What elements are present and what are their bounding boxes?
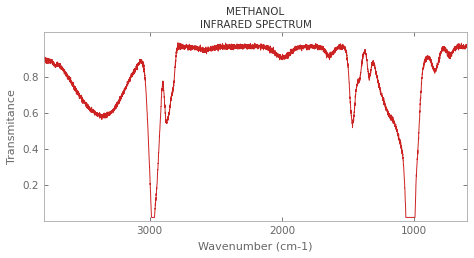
Title: METHANOL
INFRARED SPECTRUM: METHANOL INFRARED SPECTRUM (200, 7, 311, 30)
Y-axis label: Transmitance: Transmitance (7, 89, 17, 164)
X-axis label: Wavenumber (cm-1): Wavenumber (cm-1) (198, 241, 313, 251)
